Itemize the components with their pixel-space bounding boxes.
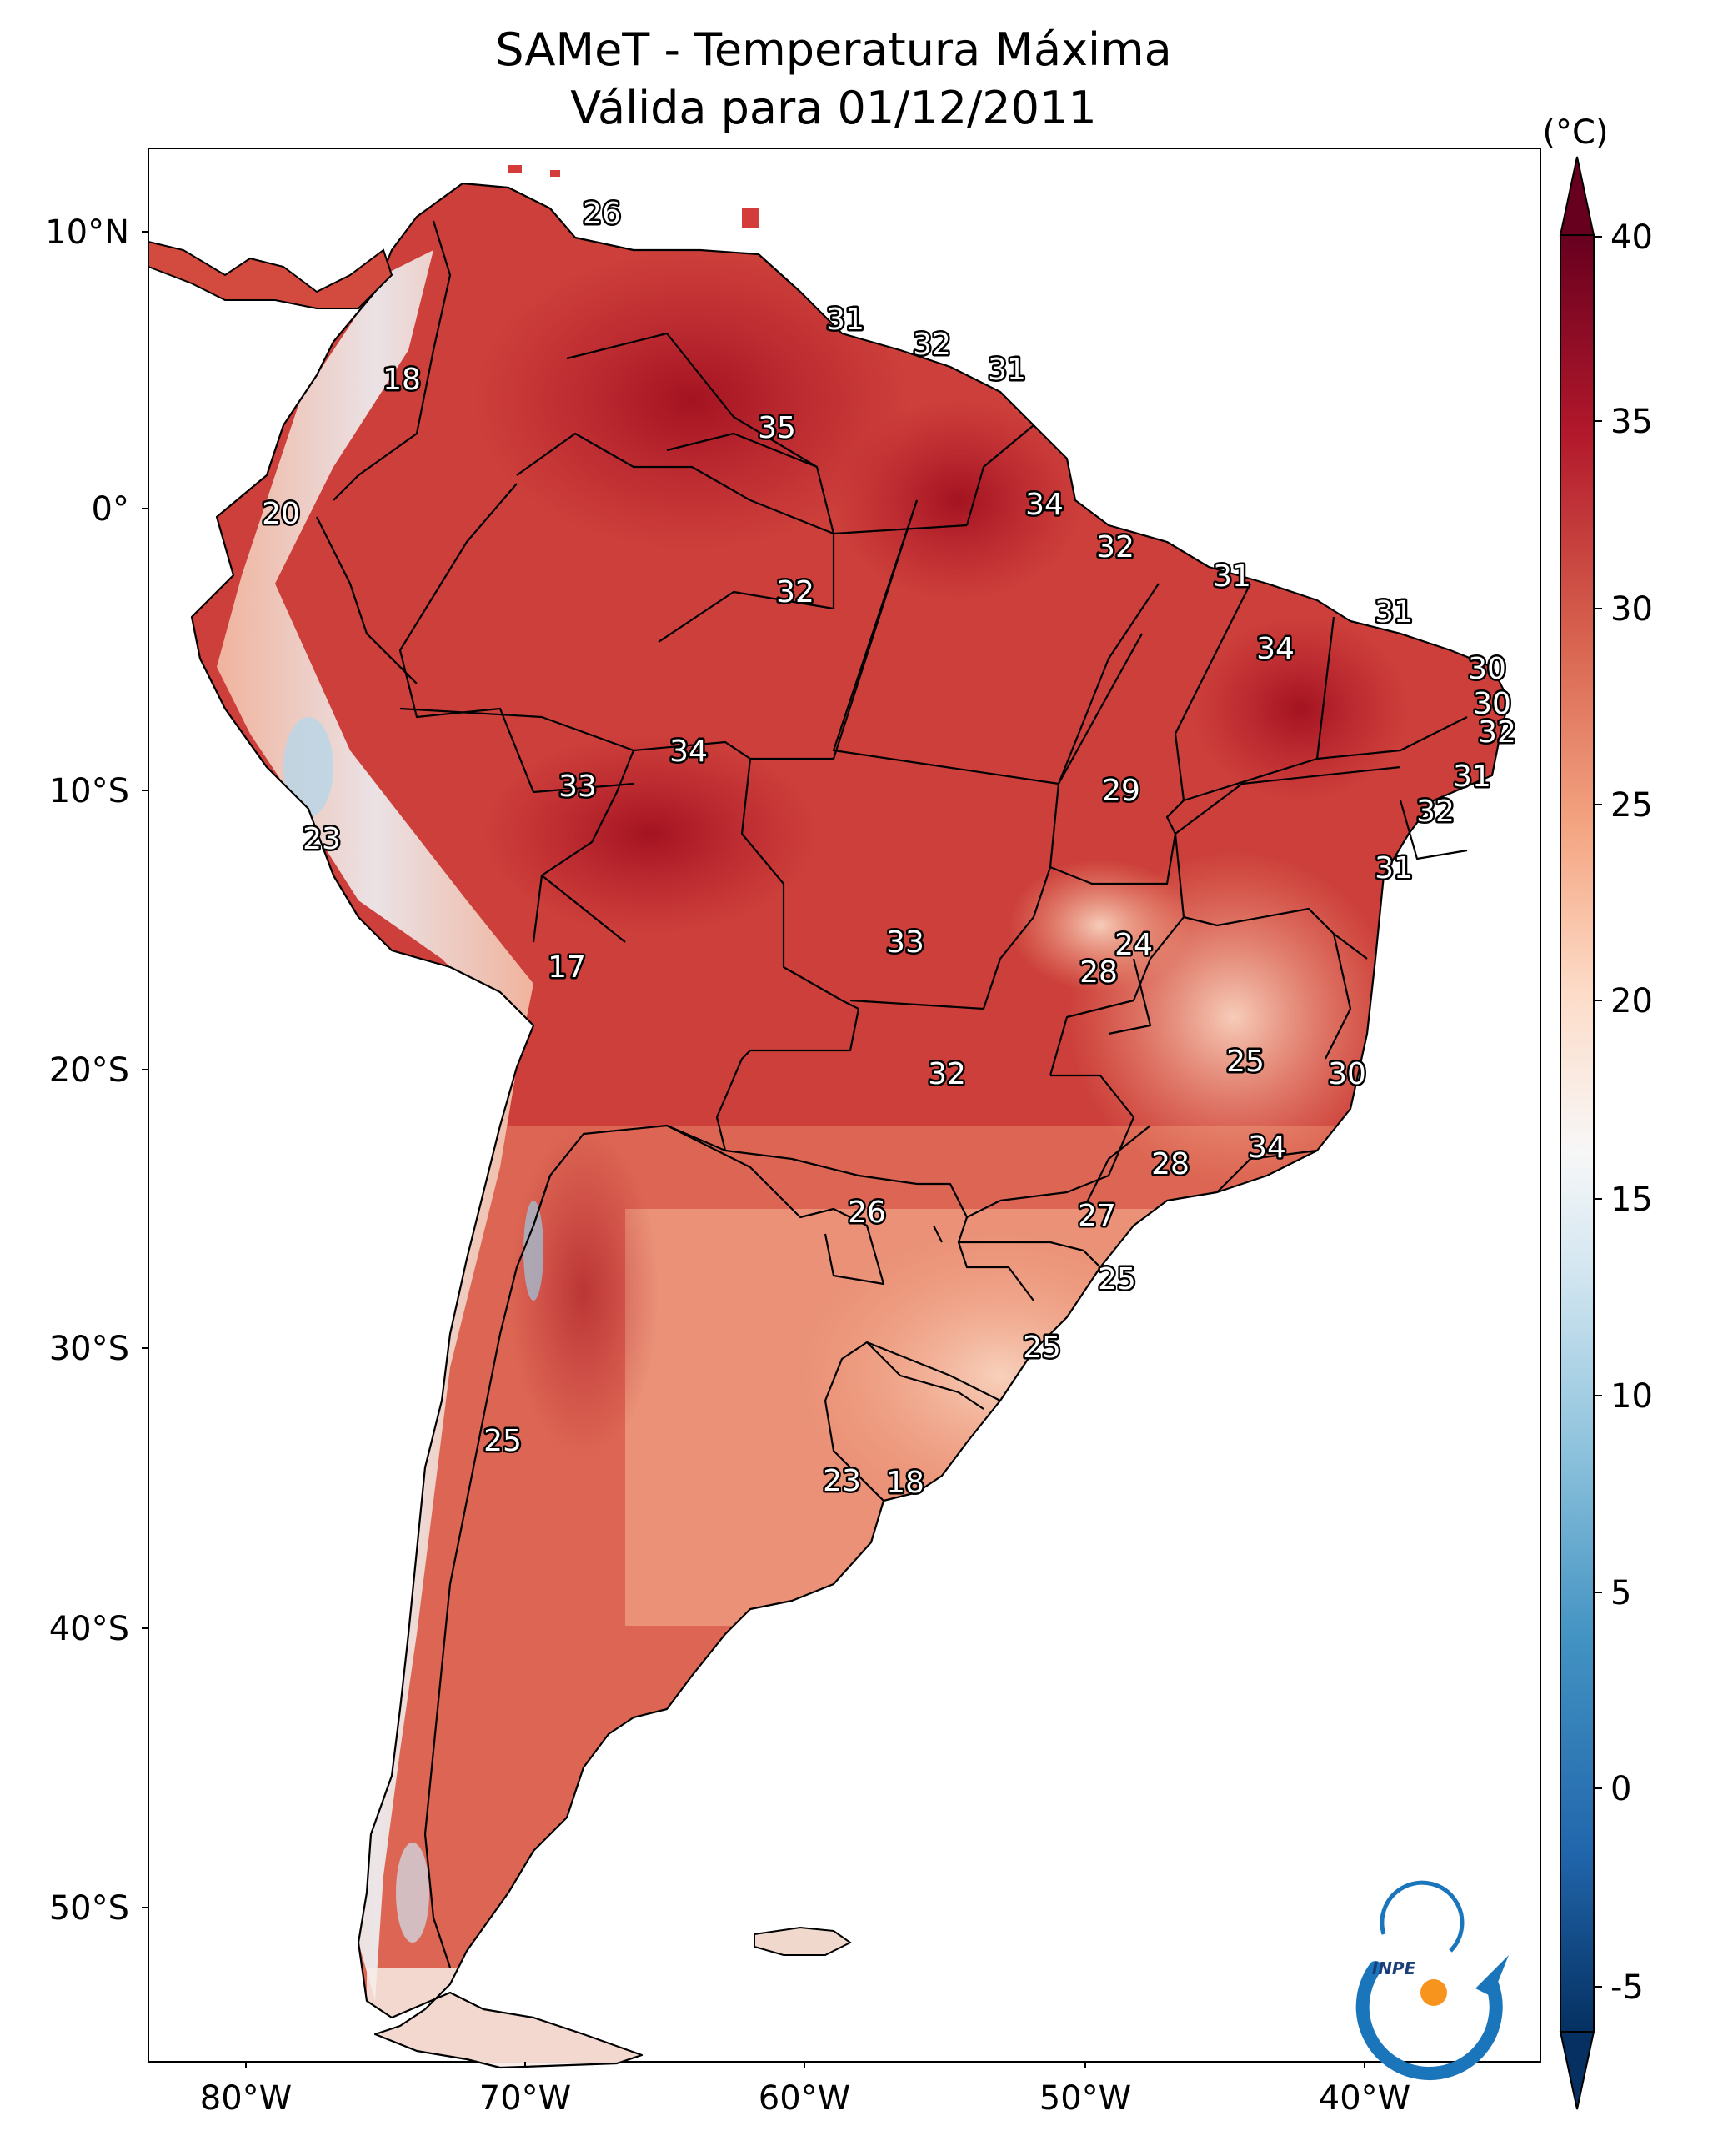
colorbar-unit-label: (°C) xyxy=(1542,113,1608,152)
lat-tick-label: 20°S xyxy=(49,1051,129,1090)
lat-tick-label: 40°S xyxy=(49,1610,129,1648)
city-temp-label: 20 xyxy=(262,497,300,531)
city-temp-label: 25 xyxy=(483,1424,522,1458)
city-temp-label: 35 xyxy=(758,411,796,445)
latitude-axis: 10°N 0° 10°S 20°S 30°S 40°S 50°S xyxy=(45,213,148,1928)
lon-tick-label: 40°W xyxy=(1319,2079,1410,2118)
city-temp-label: 32 xyxy=(1416,795,1455,829)
city-temp-label: 30 xyxy=(1328,1057,1366,1091)
map-title-line2: Válida para 01/12/2011 xyxy=(570,82,1096,134)
city-temp-label: 30 xyxy=(1468,652,1506,686)
city-temp-label: 31 xyxy=(1375,595,1413,629)
city-temp-label: 31 xyxy=(826,303,864,337)
city-temp-label: 27 xyxy=(1078,1199,1116,1233)
falkland-islands xyxy=(754,1926,852,1956)
city-temp-label: 25 xyxy=(1023,1331,1061,1365)
lon-tick-label: 60°W xyxy=(759,2079,850,2118)
colorbar-tick-label: 15 xyxy=(1610,1181,1653,1219)
city-temp-label: 24 xyxy=(1114,928,1153,962)
lat-tick-label: 30°S xyxy=(49,1330,129,1368)
colorbar-ticks: 40 35 30 25 20 15 10 5 0 -5 xyxy=(1594,218,1653,2007)
city-temp-label: 25 xyxy=(1098,1262,1136,1296)
lat-tick-label: 10°N xyxy=(45,213,129,252)
political-borders xyxy=(316,220,1468,1968)
colorbar-tick-label: 35 xyxy=(1610,403,1653,441)
city-temp-label: 34 xyxy=(1256,632,1295,666)
city-temp-label: 29 xyxy=(1102,774,1140,808)
city-temp-label: 28 xyxy=(1079,955,1118,990)
inpe-orange-dot-icon xyxy=(1420,1979,1447,2006)
city-temp-label: 17 xyxy=(548,950,586,985)
city-temp-label: 34 xyxy=(669,735,708,769)
city-temp-label: 31 xyxy=(988,353,1026,387)
city-temp-label: 23 xyxy=(823,1464,861,1498)
colorbar-upper-extension xyxy=(1559,156,1595,236)
central-america xyxy=(148,240,393,309)
city-temp-label: 18 xyxy=(383,363,421,397)
city-temp-label: 23 xyxy=(303,822,341,856)
city-temp-label: 31 xyxy=(1453,760,1491,794)
colorbar-lower-extension xyxy=(1559,2031,1595,2110)
city-temp-label: 31 xyxy=(1375,851,1413,885)
city-temp-label: 30 xyxy=(1473,687,1511,721)
city-temp-label: 34 xyxy=(1248,1131,1286,1165)
map-title-line1: SAMeT - Temperatura Máxima xyxy=(495,23,1171,76)
city-temp-label: 32 xyxy=(1478,715,1516,750)
colorbar-tick-label: 0 xyxy=(1610,1770,1631,1808)
longitude-axis: 80°W 70°W 60°W 50°W 40°W xyxy=(200,2062,1410,2118)
colorbar: (°C) 40 35 30 25 20 15 10 5 0 -5 xyxy=(1542,113,1653,2110)
colorbar-tick-label: 40 xyxy=(1610,218,1653,257)
lat-tick-label: 10°S xyxy=(49,772,129,810)
lat-tick-label: 0° xyxy=(92,490,129,529)
city-temp-label: 26 xyxy=(848,1196,886,1230)
colorbar-gradient xyxy=(1560,234,1595,2033)
city-temp-label: 31 xyxy=(1213,559,1251,594)
city-temp-label: 33 xyxy=(558,770,597,804)
lon-tick-label: 50°W xyxy=(1039,2079,1131,2118)
colorbar-tick-label: 20 xyxy=(1610,982,1653,1020)
city-temp-label: 26 xyxy=(583,197,621,231)
coastline xyxy=(190,182,1510,2069)
city-temperature-labels: 26 31 32 31 18 35 20 34 32 32 31 31 34 3… xyxy=(260,195,1519,1502)
city-temp-label: 33 xyxy=(886,925,924,960)
city-temp-label: 18 xyxy=(886,1466,924,1500)
city-temp-label: 32 xyxy=(928,1057,966,1091)
lon-tick-label: 80°W xyxy=(200,2079,292,2118)
colorbar-tick-label: 10 xyxy=(1610,1377,1653,1416)
colorbar-tick-label: 5 xyxy=(1610,1574,1631,1612)
caribbean-island xyxy=(550,170,560,177)
city-temp-label: 28 xyxy=(1151,1147,1190,1181)
inpe-swoosh-icon xyxy=(1355,1961,1503,2081)
city-temp-label: 32 xyxy=(776,575,814,609)
colorbar-tick-label: 25 xyxy=(1610,786,1653,825)
city-temp-label: 32 xyxy=(913,328,951,362)
city-temp-label: 32 xyxy=(1096,530,1134,564)
city-temp-label: 34 xyxy=(1025,488,1064,522)
city-temp-label: 25 xyxy=(1226,1045,1265,1079)
caribbean-island xyxy=(742,208,759,228)
lon-tick-label: 70°W xyxy=(479,2079,571,2118)
inpe-logo-text: INPE xyxy=(1372,1958,1416,1978)
colorbar-tick-label: -5 xyxy=(1610,1968,1644,2007)
caribbean-island xyxy=(508,165,522,173)
colorbar-tick-label: 30 xyxy=(1610,590,1653,629)
lat-tick-label: 50°S xyxy=(49,1889,129,1928)
inpe-logo: INPE xyxy=(1355,1880,1509,2081)
